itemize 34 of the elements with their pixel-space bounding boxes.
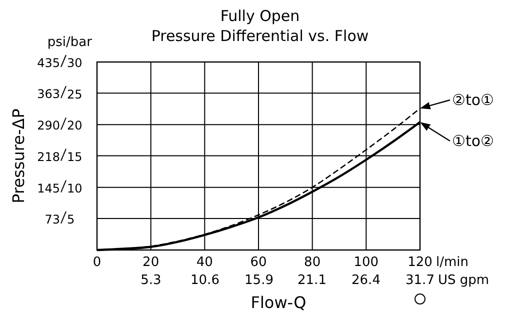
x2-tick-label: 26.4 xyxy=(352,273,380,288)
legend-label: ②to① xyxy=(452,91,494,109)
x-tick-label: 120 xyxy=(408,255,432,270)
x2-tick-label: 5.3 xyxy=(140,273,162,288)
y2-tick-label: 20 xyxy=(67,118,82,133)
y-tick-label: 145 xyxy=(37,181,60,196)
y-tick-label: 363 xyxy=(37,87,60,102)
y2-tick-label: 5 xyxy=(67,212,75,227)
y2-tick-label: 15 xyxy=(67,150,82,164)
y-tick-label: 435 xyxy=(37,56,60,70)
x-tick-label: 20 xyxy=(142,255,160,270)
y-axis-title: Pressure-ΔP xyxy=(9,108,28,204)
y2-tick-label: 30 xyxy=(67,56,82,70)
y-tick-label: 290 xyxy=(37,118,60,133)
x2-tick-label: 31.7 xyxy=(406,273,434,288)
x-axis-title: Flow-Q xyxy=(250,293,306,312)
chart-title: Fully Open xyxy=(220,7,300,25)
y-tick-label: 73 xyxy=(44,212,60,226)
x-tick-label: 0 xyxy=(92,255,102,270)
chart-subtitle: Pressure Differential vs. Flow xyxy=(151,27,369,45)
x2-tick-label: 10.6 xyxy=(190,273,220,288)
text: psi/bar xyxy=(47,35,93,50)
x2-tick-label: 15.9 xyxy=(244,273,274,288)
x2-tick-label: 21.1 xyxy=(298,273,326,288)
text: l/min xyxy=(436,255,469,270)
text: US gpm xyxy=(438,273,490,288)
y-tick-label: 218 xyxy=(37,150,60,164)
x-tick-label: 40 xyxy=(196,255,213,270)
x-tick-label: 100 xyxy=(354,255,379,270)
legend-label: ①to② xyxy=(452,132,494,150)
y2-tick-label: 25 xyxy=(67,87,82,102)
y2-tick-label: 10 xyxy=(67,181,82,196)
x-tick-label: 80 xyxy=(304,255,321,270)
x-tick-label: 60 xyxy=(250,255,267,270)
